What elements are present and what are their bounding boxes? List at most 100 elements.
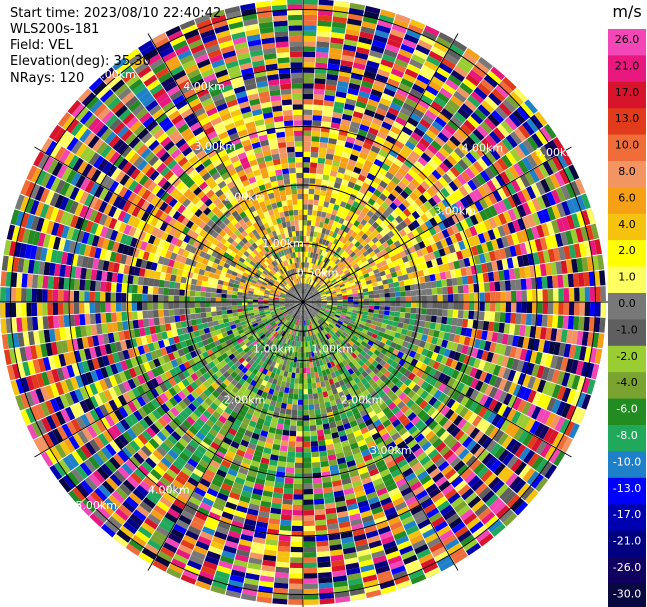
velocity-gate: [367, 340, 374, 347]
velocity-gate: [387, 106, 400, 117]
velocity-gate: [537, 251, 545, 264]
velocity-gate: [319, 195, 326, 202]
velocity-gate: [411, 344, 419, 353]
velocity-gate: [474, 555, 491, 569]
velocity-gate: [488, 92, 502, 106]
velocity-gate: [541, 223, 550, 237]
velocity-gate: [394, 388, 403, 397]
velocity-gate: [333, 244, 339, 251]
velocity-gate: [509, 424, 520, 438]
velocity-gate: [422, 30, 438, 41]
velocity-gate: [482, 272, 490, 283]
velocity-gate: [419, 34, 435, 46]
velocity-gate: [375, 276, 382, 282]
velocity-gate: [488, 426, 500, 440]
velocity-gate: [473, 87, 488, 100]
velocity-gate: [321, 179, 329, 186]
velocity-gate: [566, 128, 579, 145]
velocity-gate: [364, 360, 372, 368]
velocity-gate: [399, 229, 407, 237]
velocity-gate: [330, 243, 336, 250]
velocity-gate: [349, 251, 356, 258]
velocity-gate: [330, 309, 337, 313]
velocity-gate: [532, 252, 540, 265]
velocity-gate: [66, 512, 82, 528]
velocity-gate: [498, 213, 507, 225]
velocity-gate: [424, 229, 433, 239]
velocity-gate: [312, 311, 317, 316]
velocity-gate: [318, 577, 333, 584]
velocity-gate: [305, 299, 311, 302]
velocity-gate: [356, 156, 366, 165]
velocity-gate: [319, 260, 324, 267]
velocity-gate: [358, 275, 365, 280]
velocity-gate: [526, 214, 536, 228]
velocity-gate: [398, 82, 412, 93]
velocity-gate: [503, 393, 513, 406]
velocity-gate: [323, 286, 329, 290]
velocity-gate: [315, 414, 322, 421]
velocity-gate: [310, 252, 314, 258]
velocity-gate: [361, 269, 369, 275]
velocity-gate: [501, 333, 509, 345]
velocity-gate: [305, 302, 311, 305]
velocity-gate: [336, 240, 342, 247]
velocity-gate: [524, 76, 540, 92]
velocity-gate: [463, 302, 470, 311]
velocity-gate: [337, 297, 343, 301]
velocity-gate: [504, 345, 512, 357]
velocity-gate: [340, 118, 351, 127]
velocity-gate: [321, 268, 327, 274]
velocity-gate: [483, 219, 493, 231]
velocity-gate: [311, 303, 317, 305]
velocity-gate: [303, 462, 312, 469]
velocity-gate: [416, 122, 428, 134]
velocity-gate: [292, 515, 303, 521]
velocity-gate: [327, 283, 333, 288]
velocity-gate: [503, 490, 517, 505]
velocity-gate: [335, 275, 341, 281]
velocity-gate: [365, 367, 373, 375]
velocity-gate: [309, 306, 315, 310]
velocity-gate: [10, 413, 22, 430]
velocity-gate: [371, 163, 381, 172]
velocity-gate: [338, 270, 344, 276]
velocity-gate: [583, 316, 590, 332]
velocity-gate: [419, 320, 426, 328]
velocity-gate: [539, 145, 552, 161]
velocity-gate: [518, 124, 531, 139]
velocity-gate: [364, 108, 376, 118]
velocity-gate: [451, 277, 458, 286]
velocity-gate: [31, 457, 45, 473]
velocity-gate: [481, 490, 495, 504]
velocity-gate: [474, 61, 490, 75]
velocity-gate: [326, 307, 332, 310]
velocity-gate: [318, 440, 326, 447]
velocity-gate: [276, 561, 290, 568]
velocity-gate: [540, 443, 552, 458]
velocity-gate: [345, 28, 360, 37]
velocity-gate: [303, 93, 314, 100]
velocity-gate: [481, 263, 488, 273]
velocity-gate: [408, 245, 417, 254]
velocity-gate: [479, 371, 488, 382]
velocity-gate: [437, 363, 446, 373]
velocity-gate: [297, 346, 301, 353]
velocity-gate: [317, 313, 322, 318]
velocity-gate: [430, 243, 439, 252]
velocity-gate: [550, 262, 558, 275]
velocity-gate: [394, 252, 402, 260]
velocity-gate: [458, 259, 466, 269]
velocity-gate: [522, 216, 531, 229]
velocity-gate: [284, 387, 290, 394]
velocity-gate: [389, 393, 399, 402]
velocity-gate: [332, 232, 338, 239]
velocity-gate: [304, 278, 306, 284]
velocity-gate: [546, 382, 557, 397]
velocity-gate: [478, 197, 489, 210]
velocity-gate: [404, 335, 411, 343]
velocity-gate: [360, 266, 367, 272]
velocity-gate: [411, 54, 426, 65]
velocity-gate: [329, 268, 335, 274]
velocity-gate: [314, 282, 318, 288]
